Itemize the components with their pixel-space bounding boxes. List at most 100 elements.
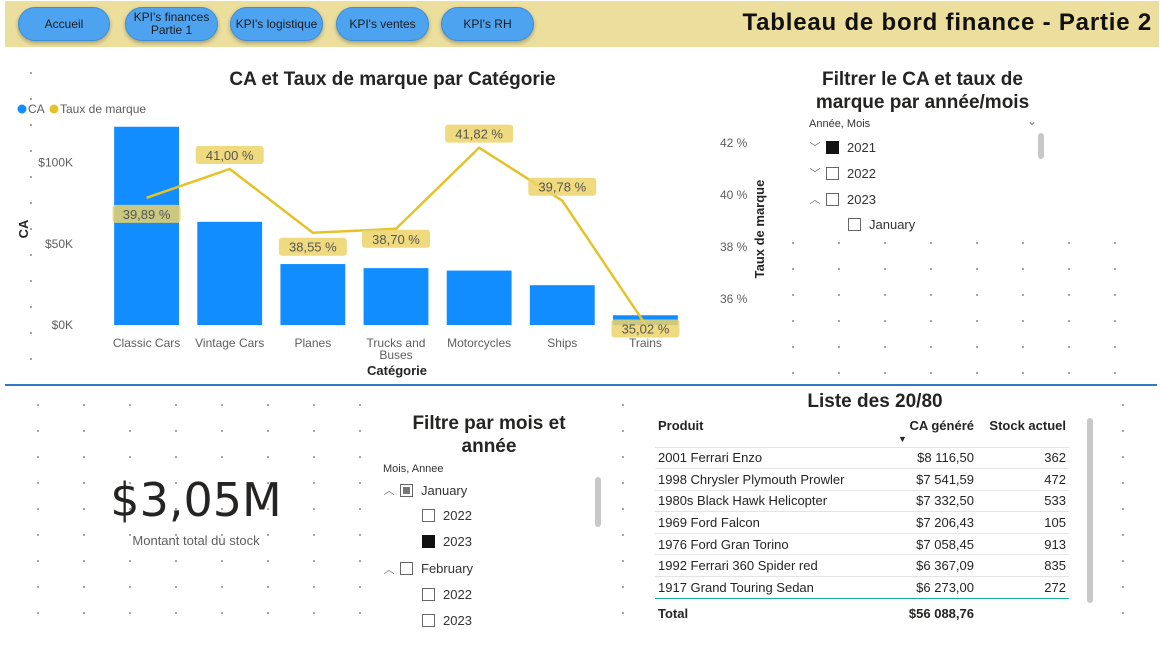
cell-produit: 1998 Chrysler Plymouth Prowler [655, 468, 895, 491]
slicer-bottom-scrollbar[interactable] [595, 477, 601, 527]
slicer-item-label: January [869, 217, 916, 232]
y-left-tick: $50K [45, 237, 73, 251]
checkbox[interactable] [826, 166, 839, 180]
bar-trucks-and-buses[interactable] [363, 268, 429, 325]
taux-de-marque-line[interactable] [146, 146, 647, 326]
slicer-item[interactable]: ︿ January [382, 482, 468, 498]
y-left-axis-title: CA [16, 219, 31, 238]
background-grid [8, 60, 48, 380]
table-row[interactable]: 1992 Ferrari 360 Spider red $6 367,09 835 [655, 554, 1069, 577]
slicer-item[interactable]: 2022 [418, 508, 472, 523]
slicer-bottom-header: Mois, Annee [383, 463, 444, 475]
checkbox[interactable] [400, 483, 413, 497]
cell-produit: 1917 Grand Touring Sedan [655, 576, 895, 599]
data-label-bg [528, 177, 597, 196]
card-value: $3,05M [110, 473, 282, 527]
chart-legend[interactable]: CA Taux de marque [17, 102, 147, 116]
slicer-item[interactable]: ﹀ 2022 [808, 165, 876, 181]
data-table: Produit CA généré ▼ Stock actuel 2001 Fer… [655, 413, 1069, 625]
slicer-item[interactable]: 2023 [418, 613, 472, 628]
checkbox[interactable] [422, 614, 435, 627]
slicer-item[interactable]: ︿ 2023 [808, 191, 876, 207]
table-scrollbar[interactable] [1087, 418, 1093, 603]
slicer-item[interactable]: ︿ February [382, 561, 474, 577]
chevron-up-icon[interactable]: ︿ [383, 485, 395, 497]
data-label-bg [362, 229, 430, 248]
data-label-bg [611, 319, 680, 338]
col-header-produit[interactable]: Produit [658, 418, 704, 433]
table-row[interactable]: 2001 Ferrari Enzo $8 116,50 362 [655, 446, 1069, 469]
slicer-bottom-title: Filtre par mois et année [412, 413, 566, 457]
checkbox[interactable] [422, 587, 435, 601]
background-grid [600, 392, 660, 632]
background-grid [1100, 392, 1160, 632]
nav-button-kpi-ventes[interactable]: KPI's ventes [336, 7, 429, 41]
nav-button-kpi-finances[interactable]: KPI's finances Partie 1 [125, 7, 218, 41]
slicer-top-scrollbar[interactable] [1038, 133, 1044, 159]
data-label: 39,78 % [538, 180, 586, 195]
x-tick-label: Trains [629, 336, 662, 350]
chevron-down-icon[interactable]: ⌄ [1027, 114, 1038, 128]
slicer-item[interactable]: January [844, 217, 915, 232]
chevron-up-icon[interactable]: ︿ [383, 563, 395, 576]
x-tick-label: Vintage Cars [195, 336, 264, 350]
total-label: Total [655, 597, 895, 625]
slicer-item[interactable]: 2023 [418, 534, 472, 549]
cell-ca: $7 332,50 [895, 489, 977, 512]
nav-button-kpi-rh[interactable]: KPI's RH [441, 7, 534, 41]
slicer-item-label: 2023 [443, 613, 472, 628]
cell-produit: 1976 Ford Gran Torino [655, 532, 895, 555]
table-row[interactable]: 1980s Black Hawk Helicopter $7 332,50 533 [655, 489, 1069, 512]
y-left-tick: $0K [52, 318, 73, 332]
table-row[interactable]: 1976 Ford Gran Torino $7 058,45 913 [655, 532, 1069, 555]
slicer-item[interactable]: ﹀ 2021 [808, 139, 876, 155]
bar-planes[interactable] [280, 264, 346, 325]
cell-stock: 913 [977, 532, 1069, 555]
table-row[interactable]: 1998 Chrysler Plymouth Prowler $7 541,59 4… [655, 468, 1069, 491]
cell-produit: 2001 Ferrari Enzo [655, 446, 895, 469]
legend-ca-label: CA [28, 102, 45, 116]
slicer-item[interactable]: 2022 [418, 587, 472, 602]
checkbox[interactable] [826, 140, 839, 154]
chart-title: CA et Taux de marque par Catégorie [229, 69, 556, 90]
cell-ca: $7 058,45 [895, 532, 977, 555]
checkbox[interactable] [400, 562, 413, 576]
checkbox[interactable] [826, 192, 839, 206]
bar-vintage-cars[interactable] [197, 221, 263, 325]
checkbox[interactable] [422, 535, 435, 549]
cell-stock: 533 [977, 489, 1069, 512]
y-right-tick: 42 % [720, 136, 748, 150]
chevron-up-icon[interactable]: ︿ [809, 194, 821, 206]
slicer-item-label: 2023 [847, 191, 876, 207]
checkbox[interactable] [848, 218, 861, 231]
cell-stock: 472 [977, 468, 1069, 491]
slicer-top-header: Année, Mois [809, 118, 871, 130]
nav-button-kpi-logistique[interactable]: KPI's logistique [230, 7, 323, 41]
slicer-item-label: 2023 [443, 534, 472, 550]
y-left-tick: $100K [38, 156, 73, 170]
col-header-ca-label: CA généré [909, 418, 974, 433]
data-label: 39,89 % [123, 207, 171, 222]
bar-ships[interactable] [529, 285, 595, 325]
col-header-stock[interactable]: Stock actuel [989, 418, 1066, 433]
slicer-top-title: Filtrer le CA et taux de marque par anné… [815, 69, 1030, 113]
nav-button-accueil[interactable]: Accueil [18, 7, 110, 41]
sort-desc-icon: ▼ [898, 434, 907, 444]
table-row[interactable]: 1917 Grand Touring Sedan $6 273,00 272 [655, 576, 1069, 599]
col-header-ca[interactable]: CA généré ▼ [895, 413, 977, 447]
chevron-down-icon[interactable]: ﹀ [809, 142, 821, 154]
cell-ca: $6 367,09 [895, 554, 977, 577]
data-label-bg [445, 124, 514, 143]
data-label-bg [112, 204, 181, 223]
background-grid [15, 392, 375, 632]
background-grid [770, 230, 1160, 380]
chevron-down-icon[interactable]: ﹀ [809, 168, 821, 180]
section-divider [5, 384, 1157, 386]
bar-motorcycles[interactable] [446, 270, 512, 325]
table-row[interactable]: 1969 Ford Falcon $7 206,43 105 [655, 511, 1069, 534]
x-axis-title: Catégorie [367, 363, 427, 378]
bar-classic-cars[interactable] [114, 126, 179, 325]
checkbox[interactable] [422, 509, 435, 523]
data-label: 38,70 % [372, 232, 420, 247]
